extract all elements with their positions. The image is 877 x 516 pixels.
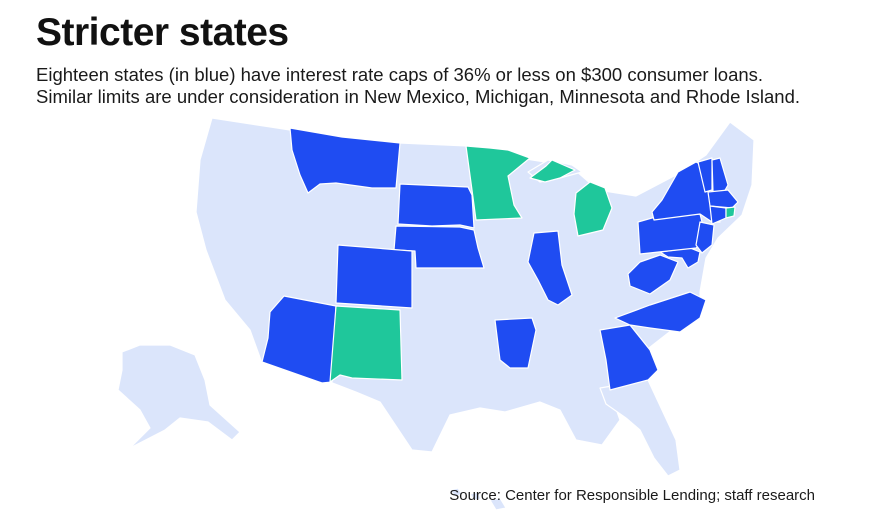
state-new-jersey	[695, 221, 715, 254]
state-west-virginia	[627, 254, 679, 295]
state-rhode-island	[725, 206, 736, 219]
state-georgia	[599, 324, 659, 391]
map-subtitle: Eighteen states (in blue) have interest …	[36, 64, 856, 108]
hawaii	[449, 487, 507, 511]
state-minnesota	[465, 145, 531, 221]
state-colorado	[335, 244, 413, 309]
state-arkansas	[494, 317, 537, 369]
state-massachusetts	[707, 189, 739, 209]
state-arizona	[261, 295, 337, 384]
map-title: Stricter states	[36, 11, 289, 54]
alaska	[117, 344, 241, 449]
state-pennsylvania	[637, 213, 707, 255]
subtitle-line-1: Eighteen states (in blue) have interest …	[36, 64, 764, 85]
state-north-carolina	[614, 291, 707, 333]
state-south-dakota	[397, 183, 475, 229]
state-new-hampshire	[711, 157, 729, 193]
subtitle-line-2: Similar limits are under consideration i…	[36, 86, 801, 107]
source-note: Source: Center for Responsible Lending; …	[449, 487, 815, 504]
state-new-mexico	[329, 305, 403, 383]
state-vermont	[697, 157, 713, 193]
state-montana	[289, 127, 401, 194]
state-michigan	[529, 159, 613, 237]
under-consideration-states	[329, 145, 736, 383]
florida	[599, 379, 681, 477]
state-illinois	[527, 230, 573, 306]
capped-states	[261, 127, 739, 391]
